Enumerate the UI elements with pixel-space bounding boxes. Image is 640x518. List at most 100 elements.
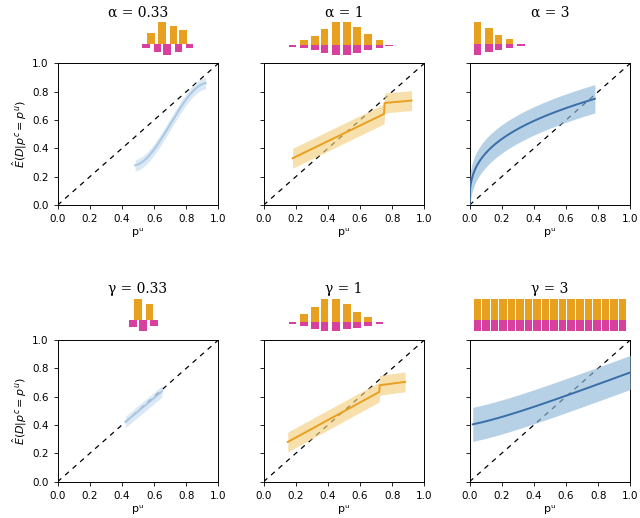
Y-axis label: $\hat{E}(D|p^c = p^u)$: $\hat{E}(D|p^c = p^u)$	[11, 100, 29, 168]
Bar	[376, 40, 383, 45]
Bar	[154, 45, 161, 52]
Bar	[495, 35, 502, 44]
Bar	[491, 320, 499, 331]
Bar	[300, 45, 308, 48]
Bar	[321, 299, 328, 322]
Bar	[353, 322, 360, 327]
X-axis label: pᵘ: pᵘ	[132, 227, 144, 237]
Bar	[332, 45, 340, 54]
Bar	[619, 320, 626, 331]
X-axis label: pᵘ: pᵘ	[544, 227, 556, 237]
Bar	[495, 44, 502, 50]
Bar	[353, 27, 360, 45]
Bar	[542, 299, 550, 320]
Bar	[344, 45, 351, 54]
Bar	[142, 45, 150, 48]
Bar	[344, 304, 351, 322]
Bar	[584, 320, 592, 331]
Title: γ = 0.33: γ = 0.33	[109, 282, 168, 296]
Bar	[584, 299, 592, 320]
Bar	[150, 320, 158, 326]
Bar	[576, 299, 584, 320]
Bar	[602, 299, 609, 320]
Bar	[332, 299, 340, 322]
X-axis label: pᵘ: pᵘ	[338, 503, 350, 513]
Bar	[332, 22, 340, 45]
Bar	[593, 320, 600, 331]
Bar	[311, 322, 319, 329]
Bar	[474, 299, 481, 320]
Bar	[474, 320, 481, 331]
Title: α = 3: α = 3	[531, 6, 569, 20]
Bar	[610, 320, 618, 331]
Bar	[533, 299, 541, 320]
Bar	[175, 45, 182, 52]
Bar	[311, 45, 319, 50]
Bar	[364, 34, 372, 45]
Bar	[159, 22, 166, 45]
Bar	[593, 299, 600, 320]
Bar	[550, 299, 558, 320]
Bar	[145, 304, 153, 320]
Bar	[186, 45, 193, 48]
Bar	[483, 299, 490, 320]
Bar	[485, 44, 493, 52]
Bar	[134, 299, 142, 320]
Bar	[542, 320, 550, 331]
Title: α = 0.33: α = 0.33	[108, 6, 168, 20]
Bar	[147, 33, 155, 45]
Bar	[559, 299, 566, 320]
Bar	[170, 26, 177, 45]
Bar	[311, 36, 319, 45]
Title: γ = 1: γ = 1	[325, 282, 363, 296]
Bar	[321, 29, 328, 45]
Bar	[506, 39, 513, 44]
Bar	[508, 299, 515, 320]
Bar	[525, 299, 532, 320]
Bar	[129, 320, 137, 327]
Bar	[364, 45, 372, 50]
Bar	[517, 44, 525, 46]
Bar	[559, 320, 566, 331]
Bar	[364, 317, 372, 322]
Bar	[619, 299, 626, 320]
Bar	[353, 45, 360, 53]
Bar	[474, 44, 481, 54]
Y-axis label: $\hat{E}(D|p^c = p^u)$: $\hat{E}(D|p^c = p^u)$	[11, 377, 29, 444]
X-axis label: pᵘ: pᵘ	[338, 227, 350, 237]
Bar	[179, 30, 187, 45]
Bar	[311, 307, 319, 322]
Bar	[525, 320, 532, 331]
Title: γ = 3: γ = 3	[531, 282, 568, 296]
Bar	[533, 320, 541, 331]
Bar	[602, 320, 609, 331]
Bar	[289, 45, 296, 47]
Bar	[376, 45, 383, 48]
Bar	[516, 320, 524, 331]
Bar	[300, 40, 308, 45]
Bar	[508, 320, 515, 331]
X-axis label: pᵘ: pᵘ	[544, 503, 556, 513]
Bar	[485, 28, 493, 44]
Bar	[163, 45, 171, 54]
Bar	[506, 44, 513, 48]
Bar	[321, 45, 328, 53]
Bar	[344, 22, 351, 45]
Bar	[376, 322, 383, 324]
Bar	[550, 320, 558, 331]
Title: α = 1: α = 1	[324, 6, 364, 20]
Bar	[474, 22, 481, 44]
Bar	[491, 299, 499, 320]
Bar	[332, 322, 340, 331]
Bar	[499, 299, 507, 320]
Bar	[300, 322, 308, 326]
Bar	[321, 322, 328, 331]
Bar	[300, 314, 308, 322]
Bar	[289, 322, 296, 324]
Bar	[516, 299, 524, 320]
Bar	[344, 322, 351, 329]
Bar	[364, 322, 372, 326]
X-axis label: pᵘ: pᵘ	[132, 503, 144, 513]
Bar	[568, 299, 575, 320]
Bar	[483, 320, 490, 331]
